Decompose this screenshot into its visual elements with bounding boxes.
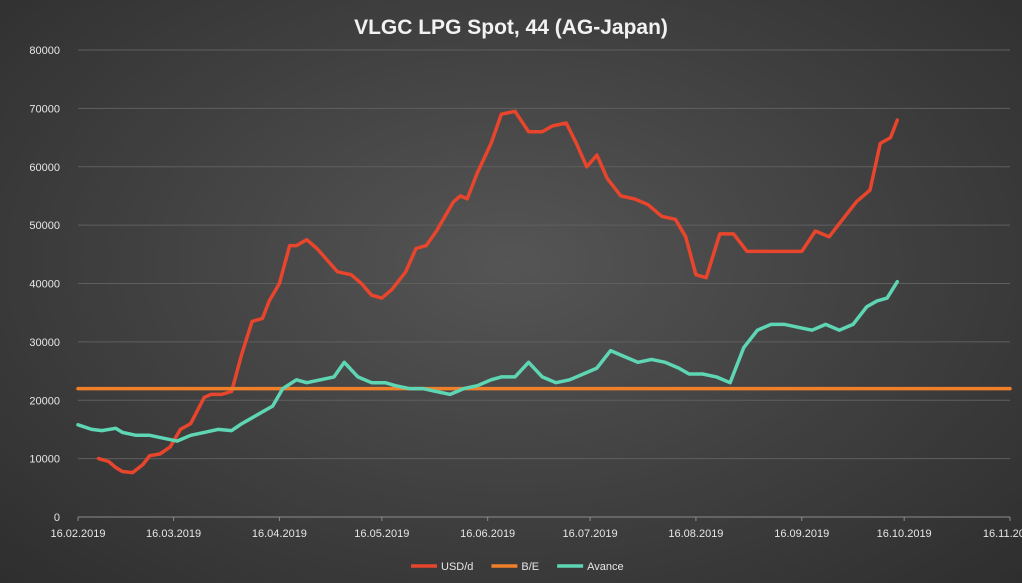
x-tick-label: 16.07.2019 bbox=[563, 528, 618, 540]
y-tick-label: 20000 bbox=[29, 395, 60, 407]
gridlines bbox=[78, 49, 1010, 518]
y-tick-label: 70000 bbox=[29, 103, 60, 115]
series-line-avance bbox=[76, 279, 900, 443]
x-tick-label: 16.11.2019 bbox=[983, 528, 1022, 540]
legend-label: Avance bbox=[587, 561, 624, 573]
axes: 0 10000 20000 30000 40000 50000 60000 70000 8000… bbox=[29, 45, 1022, 540]
x-tick-label: 16.03.2019 bbox=[146, 528, 201, 540]
chart-title: VLGC LPG Spot, 44 (AG-Japan) bbox=[354, 16, 668, 39]
legend-label: B/E bbox=[521, 561, 539, 573]
y-tick-label: 30000 bbox=[29, 337, 60, 349]
series-line-usd-d bbox=[96, 109, 900, 475]
y-tick-label: 50000 bbox=[29, 220, 60, 232]
legend-item: Avance bbox=[557, 561, 624, 573]
x-tick-label: 16.10.2019 bbox=[877, 528, 932, 540]
legend-item: B/E bbox=[491, 561, 539, 573]
series-lines bbox=[76, 109, 1012, 475]
x-tick-label: 16.08.2019 bbox=[668, 528, 723, 540]
x-tick-label: 16.02.2019 bbox=[50, 528, 105, 540]
legend-item: USD/d bbox=[411, 561, 473, 573]
x-tick-label: 16.09.2019 bbox=[774, 528, 829, 540]
x-tick-label: 16.06.2019 bbox=[460, 528, 515, 540]
x-tick-label: 16.05.2019 bbox=[354, 528, 409, 540]
x-tick-label: 16.04.2019 bbox=[252, 528, 307, 540]
y-tick-label: 40000 bbox=[29, 279, 60, 291]
y-tick-label: 80000 bbox=[29, 45, 60, 57]
y-tick-label: 0 bbox=[54, 512, 60, 524]
legend: USD/d B/E Avance bbox=[411, 561, 624, 573]
legend-label: USD/d bbox=[441, 561, 473, 573]
y-tick-label: 60000 bbox=[29, 162, 60, 174]
y-tick-label: 10000 bbox=[29, 454, 60, 466]
